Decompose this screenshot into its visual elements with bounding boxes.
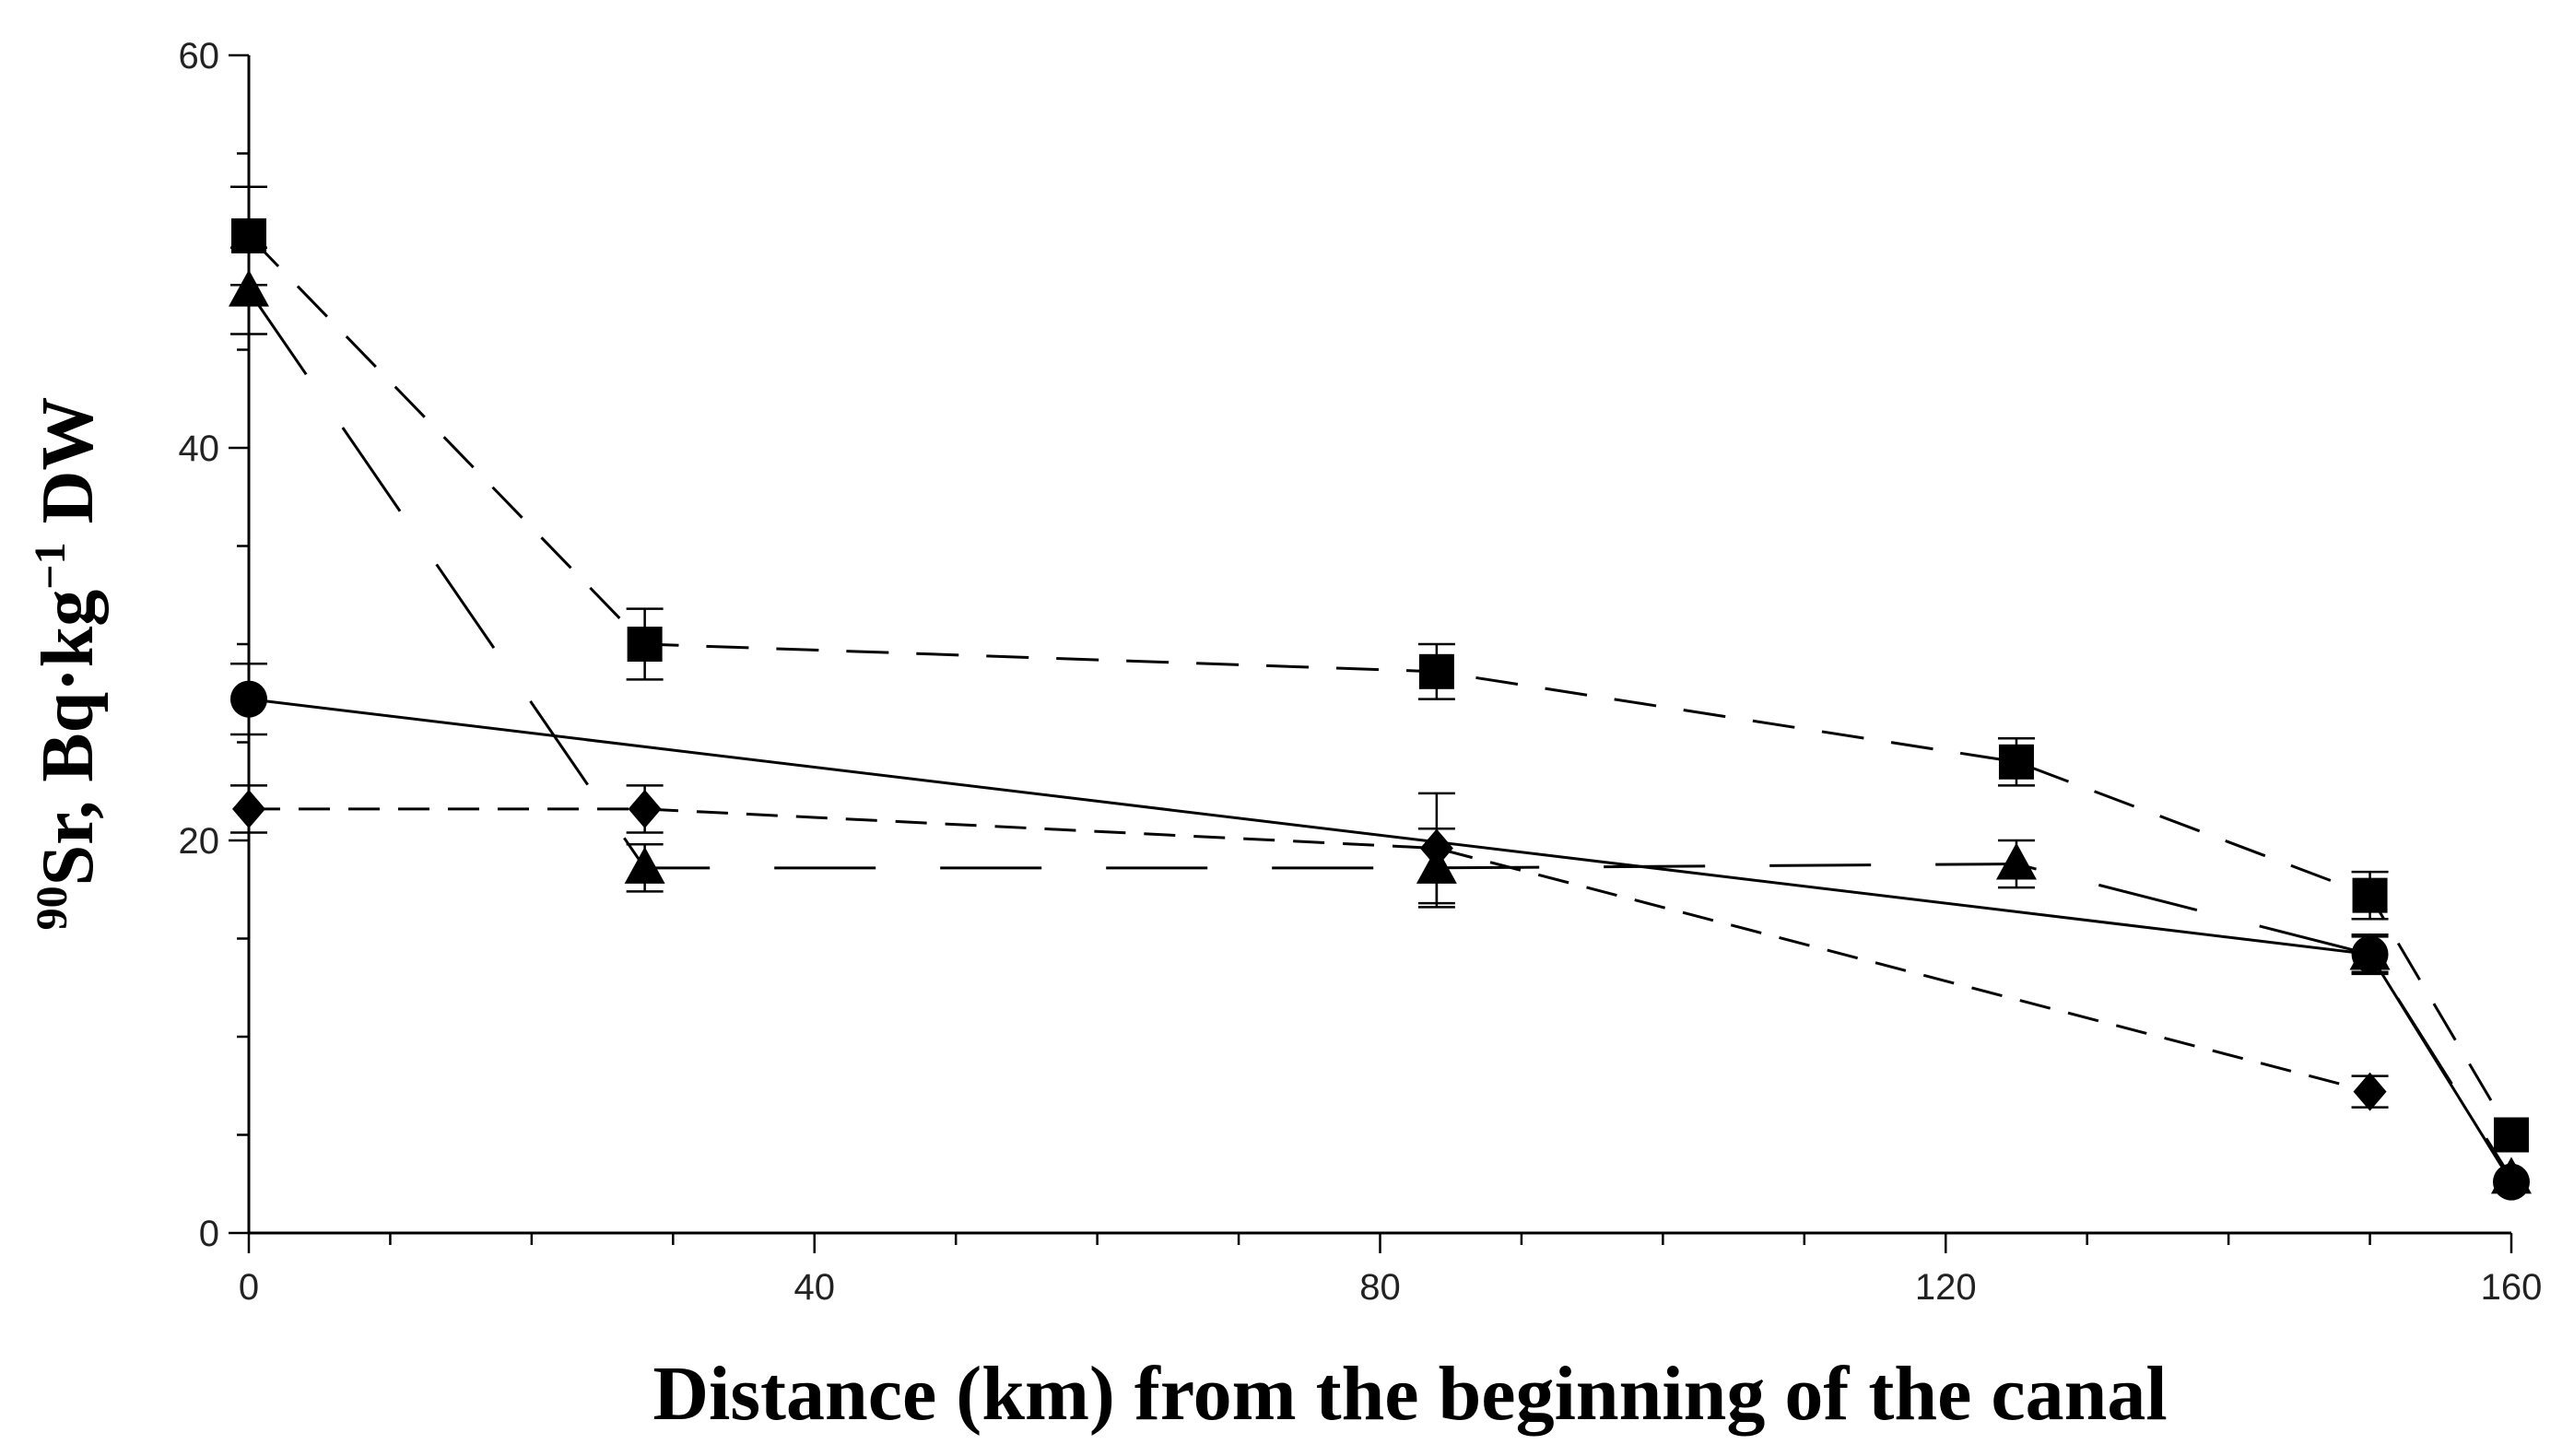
series-line-triangle	[247, 289, 2513, 1180]
y-axis-title: 90Sr, Bq·kg−1 DW	[26, 397, 109, 931]
triangle-marker	[229, 269, 269, 307]
series-line-square	[247, 234, 2513, 1136]
x-tick-label: 160	[2481, 1267, 2543, 1308]
circle-marker	[230, 680, 267, 718]
x-axis-title: Distance (km) from the beginning of the …	[652, 1351, 2167, 1437]
triangle-marker	[1995, 842, 2037, 880]
square-marker	[2352, 877, 2388, 913]
series-line-diamond	[249, 807, 2370, 1094]
series-triangle	[229, 246, 2532, 1194]
y-axis-title-sup: 90	[28, 886, 76, 930]
series-circle	[230, 663, 2530, 1201]
x-tick-label: 120	[1915, 1267, 1977, 1308]
y-tick-label: 40	[179, 429, 220, 469]
y-axis-title-main: Sr, Bq·kg	[28, 590, 109, 887]
y-axis-title-unit: DW	[28, 397, 109, 543]
triangle-marker	[624, 846, 665, 884]
series-square	[230, 185, 2529, 1153]
x-tick-label: 0	[239, 1267, 259, 1308]
square-marker	[1418, 653, 1454, 689]
diamond-marker	[1419, 828, 1453, 868]
square-marker	[627, 627, 663, 662]
circle-marker	[2351, 935, 2389, 973]
series-line-circle	[248, 698, 2513, 1183]
diamond-marker	[232, 789, 265, 828]
series-layer	[229, 185, 2532, 1201]
axes: 0 40 80 120 160 0 20 40 60	[179, 36, 2543, 1308]
x-tick-label: 40	[794, 1267, 836, 1308]
circle-marker	[2493, 1163, 2530, 1201]
y-tick-label: 0	[199, 1214, 219, 1254]
y-tick-label: 20	[179, 821, 220, 862]
series-diamond	[230, 784, 2389, 1111]
x-tick-label: 80	[1359, 1267, 1401, 1308]
y-tick-label: 60	[179, 36, 220, 76]
square-marker	[2494, 1117, 2529, 1153]
diamond-marker	[628, 789, 662, 828]
square-marker	[1998, 744, 2034, 780]
diamond-marker	[2353, 1072, 2387, 1111]
y-axis-title-exp: −1	[26, 542, 75, 589]
